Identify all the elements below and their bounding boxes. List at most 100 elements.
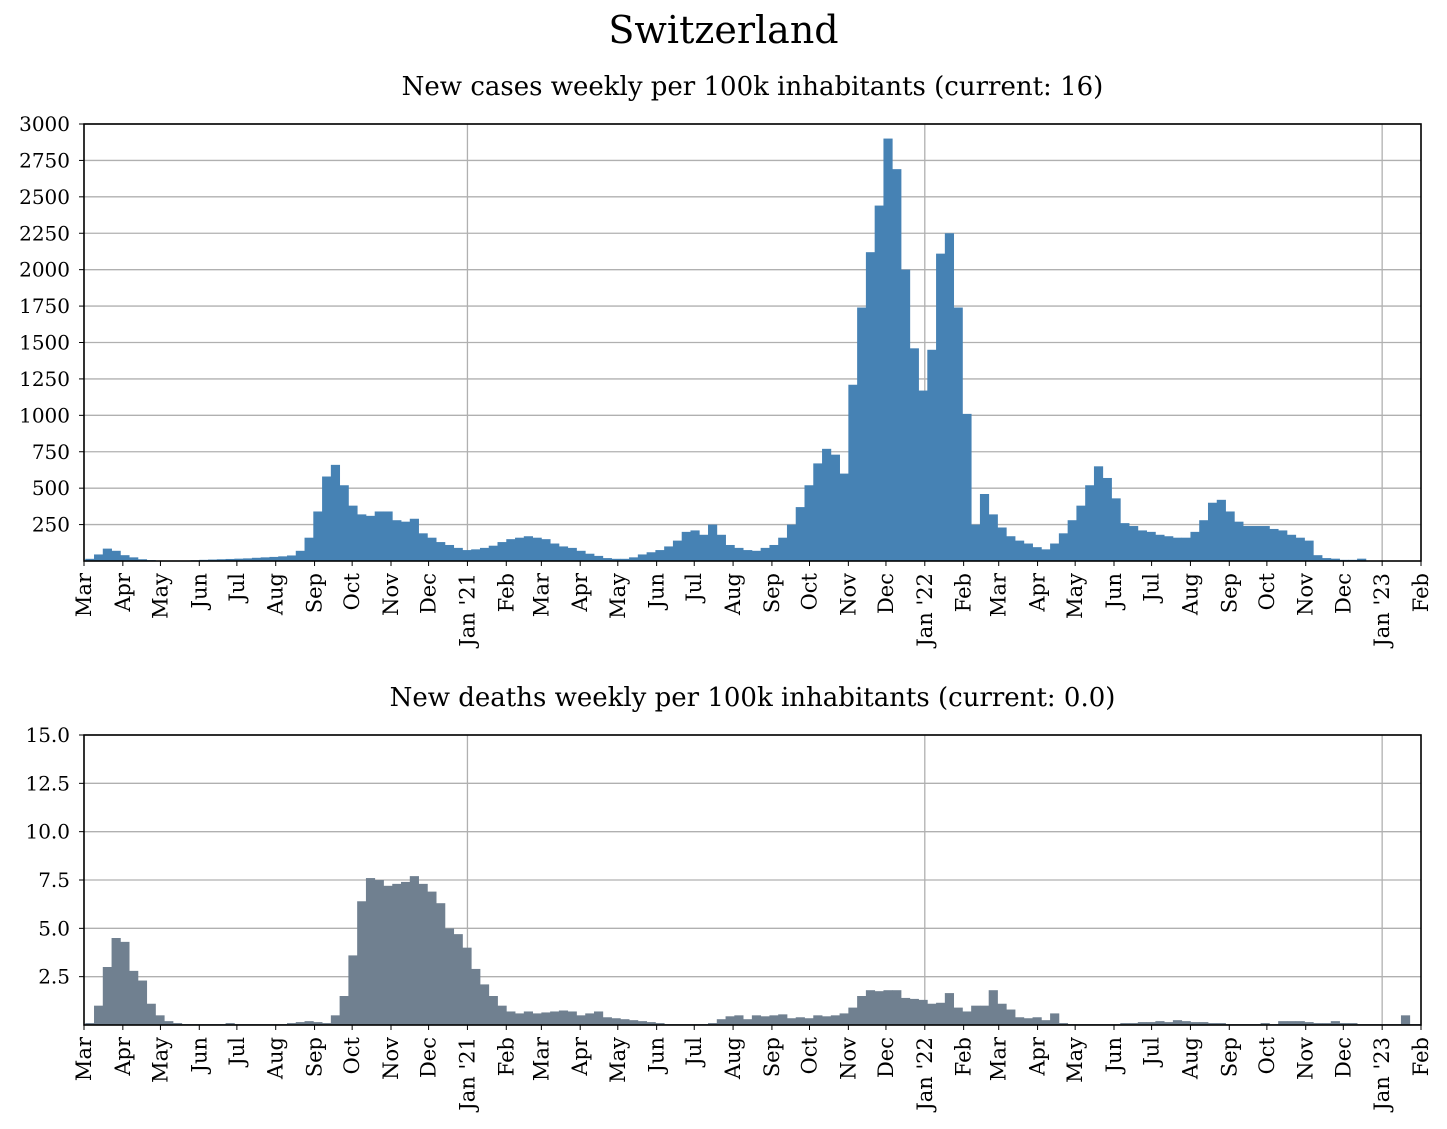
cases-bar: [120, 555, 130, 561]
deaths-bar: [251, 1024, 262, 1025]
cases-xtick-label: Oct: [798, 572, 822, 610]
cases-xtick-label: Oct: [1255, 572, 1279, 610]
deaths-bar: [550, 1011, 560, 1025]
deaths-bar: [1058, 1023, 1069, 1025]
cases-bar: [900, 269, 911, 561]
cases-bar: [1120, 523, 1130, 561]
cases-bar: [199, 559, 209, 561]
deaths-bar: [962, 1011, 972, 1025]
deaths-bar: [1111, 1024, 1121, 1025]
deaths-ytick-label: 15.0: [25, 723, 70, 747]
deaths-xtick-label: Aug: [1178, 1037, 1202, 1080]
deaths-bar: [111, 938, 121, 1025]
cases-xtick-label: Nov: [1294, 573, 1318, 616]
deaths-bar: [1225, 1024, 1235, 1025]
deaths-bar: [909, 998, 919, 1025]
deaths-bar: [769, 1015, 779, 1025]
deaths-ytick-label: 10.0: [25, 820, 70, 844]
figure-title: Switzerland: [608, 8, 839, 52]
deaths-xtick-label: Mar: [72, 1036, 96, 1081]
cases-xtick-label: May: [148, 573, 172, 619]
deaths-bar: [734, 1015, 744, 1025]
deaths-bar: [804, 1018, 814, 1025]
deaths-bar: [172, 1023, 183, 1025]
cases-bar: [1093, 466, 1104, 561]
cases-xtick-label: Aug: [1178, 573, 1202, 616]
deaths-bar: [313, 1022, 323, 1025]
cases-bar: [401, 521, 411, 561]
deaths-bar: [1172, 1020, 1183, 1025]
deaths-bar: [646, 1022, 656, 1025]
cases-ytick-label: 1250: [19, 367, 70, 391]
deaths-xtick-label: Apr: [111, 1036, 135, 1077]
cases-bar: [1243, 526, 1253, 561]
cases-bar: [690, 530, 700, 561]
deaths-bar: [164, 1021, 174, 1025]
cases-bar: [523, 536, 533, 561]
deaths-bar: [611, 1018, 621, 1025]
deaths-bar: [523, 1011, 533, 1025]
deaths-xtick-label: Oct: [1255, 1036, 1279, 1074]
deaths-bar: [813, 1015, 823, 1025]
cases-bar: [339, 485, 349, 561]
cases-bar: [1085, 485, 1095, 561]
deaths-bar: [1348, 1023, 1358, 1025]
cases-bar: [453, 547, 463, 561]
deaths-bar: [1181, 1021, 1191, 1025]
deaths-bar: [427, 891, 437, 1025]
deaths-xtick-label: Aug: [264, 1037, 288, 1080]
deaths-xtick-label: May: [606, 1037, 630, 1083]
deaths-bar: [988, 990, 998, 1025]
deaths-bar: [497, 1005, 507, 1025]
deaths-axes-frame: [83, 734, 1422, 1026]
cases-ytick-label: 3000: [19, 112, 70, 136]
cases-bar: [734, 547, 744, 561]
cases-xtick-label: Jan '22: [913, 573, 937, 649]
cases-chart-title: New cases weekly per 100k inhabitants (c…: [401, 72, 1104, 102]
deaths-bar: [918, 999, 928, 1025]
deaths-xtick-label: Mar: [529, 1036, 553, 1081]
deaths-bar: [453, 934, 463, 1025]
deaths-bar: [155, 1015, 165, 1025]
deaths-bar: [1392, 1024, 1402, 1025]
deaths-bar: [515, 1013, 525, 1025]
cases-bar: [988, 514, 998, 561]
cases-bar: [1322, 558, 1332, 561]
cases-ytick-label: 2750: [19, 148, 70, 172]
deaths-bar: [567, 1011, 577, 1025]
deaths-xtick-label: Feb: [952, 1037, 976, 1076]
cases-xtick-label: Apr: [111, 572, 135, 613]
deaths-bar: [1269, 1024, 1279, 1025]
deaths-bar: [1050, 1013, 1060, 1025]
deaths-xtick-label: Jul: [682, 1037, 706, 1068]
deaths-bar: [137, 980, 148, 1025]
cases-bar: [1313, 555, 1323, 561]
deaths-bar: [1234, 1024, 1244, 1025]
deaths-bar: [471, 968, 481, 1025]
cases-bar: [234, 558, 244, 561]
deaths-bar: [286, 1023, 297, 1025]
cases-bar: [1111, 498, 1121, 561]
deaths-bar: [488, 996, 498, 1025]
cases-xtick-label: Jul: [1140, 573, 1164, 604]
deaths-xtick-label: Dec: [874, 1037, 898, 1078]
deaths-bar: [1260, 1023, 1270, 1025]
deaths-bar: [874, 991, 884, 1025]
cases-bar: [427, 537, 437, 561]
cases-bar: [716, 534, 726, 561]
deaths-xtick-label: Jun: [1102, 1037, 1126, 1074]
deaths-bar: [953, 1007, 963, 1025]
deaths-bar: [278, 1024, 288, 1025]
deaths-bar: [330, 1015, 341, 1025]
cases-xtick-label: Jul: [225, 573, 249, 604]
cases-xtick-label: Feb: [1409, 573, 1433, 612]
cases-bar: [1278, 530, 1288, 561]
cases-ytick-label: 2250: [19, 221, 70, 245]
cases-bar: [822, 448, 832, 561]
deaths-xtick-label: Dec: [417, 1037, 441, 1078]
cases-bar: [137, 559, 148, 561]
cases-bar: [927, 349, 937, 561]
cases-ytick-label: 2500: [19, 185, 70, 209]
cases-bar: [848, 384, 858, 561]
deaths-xtick-label: Nov: [836, 1037, 860, 1080]
